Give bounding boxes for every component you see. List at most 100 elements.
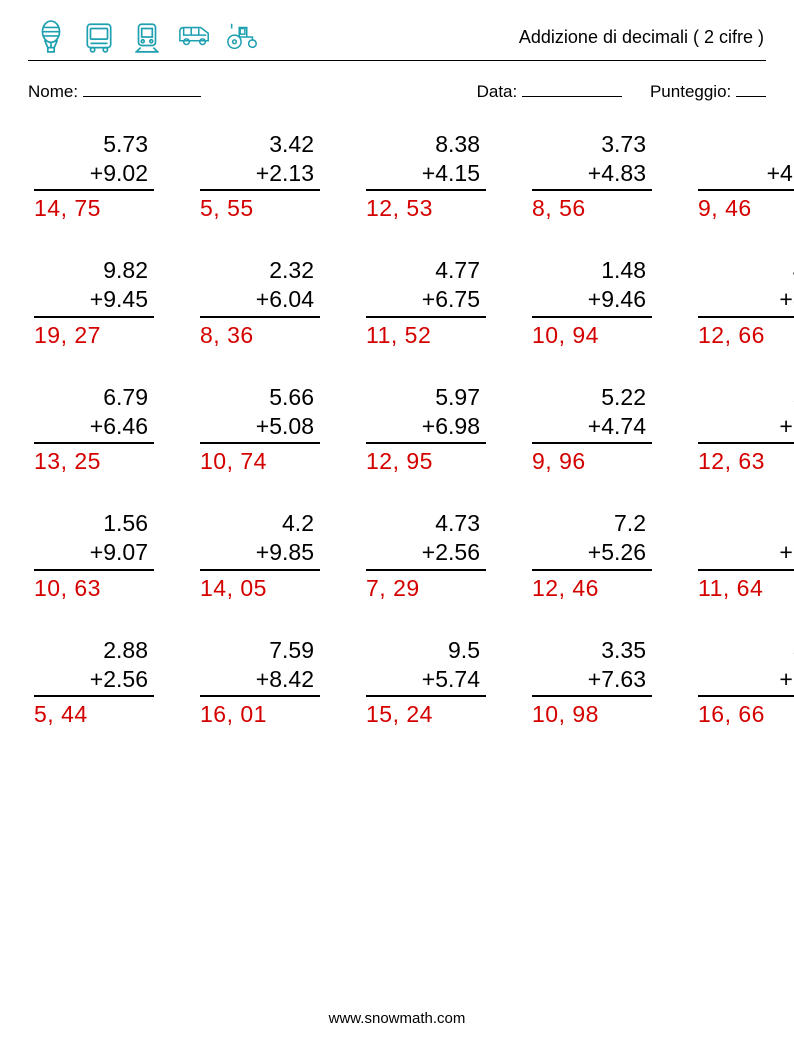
answer: 7, 29	[366, 575, 486, 602]
score-blank[interactable]	[736, 79, 766, 97]
operand-b: +9.85	[200, 538, 320, 571]
operand-a: 1.56	[34, 509, 154, 538]
problem: 2.32+6.04 8, 36	[200, 256, 320, 349]
problem: 7.2+5.26 12, 46	[532, 509, 652, 602]
header-rule	[28, 60, 766, 61]
operand-b: +6.	[698, 412, 794, 445]
problem: 6.79+6.4613, 25	[34, 383, 154, 476]
answer: 16, 01	[200, 701, 320, 728]
vehicle-icons	[28, 20, 260, 54]
operand-b: +5.08	[200, 412, 320, 445]
problem: 9.82+9.45 19, 27	[34, 256, 154, 349]
operand-b: +4.83	[532, 159, 652, 192]
date-label: Data:	[477, 82, 518, 101]
answer: 14, 75	[34, 195, 154, 222]
operand-a: 5.97	[366, 383, 486, 412]
problem: 9.5+5.74 15, 24	[366, 636, 486, 729]
operand-a: 8.	[698, 636, 794, 665]
answer: 10, 98	[532, 701, 652, 728]
problem: 5.22+4.749, 96	[532, 383, 652, 476]
answer: 15, 24	[366, 701, 486, 728]
operand-b: +9.46	[532, 285, 652, 318]
problem: 1.+9. 11, 64	[698, 509, 794, 602]
answer: 12, 66	[698, 322, 794, 349]
info-row: Nome: Data: Punteggio:	[28, 79, 766, 102]
answer: 9, 96	[532, 448, 652, 475]
name-field: Nome:	[28, 79, 201, 102]
operand-b: +8.	[698, 285, 794, 318]
operand-a: 7.59	[200, 636, 320, 665]
operand-b: +5.74	[366, 665, 486, 698]
operand-b: +2.56	[34, 665, 154, 698]
operand-b: +9.02	[34, 159, 154, 192]
operand-a: 1.	[698, 509, 794, 538]
operand-a: 4.77	[366, 256, 486, 285]
operand-a: 5.66	[200, 383, 320, 412]
footer-url: www.snowmath.com	[0, 1010, 794, 1027]
operand-a: 5	[698, 130, 794, 159]
operand-b: +6.75	[366, 285, 486, 318]
answer: 10, 74	[200, 448, 320, 475]
balloon-icon	[34, 20, 68, 54]
problems-grid: 5.73+9.0214, 753.42+2.135, 558.38+4.1512…	[28, 130, 766, 729]
answer: 5, 55	[200, 195, 320, 222]
operand-b: +5.26	[532, 538, 652, 571]
answer: 8, 56	[532, 195, 652, 222]
van-icon	[178, 20, 212, 54]
operand-a: 1.48	[532, 256, 652, 285]
worksheet-page: Addizione di decimali ( 2 cifre ) Nome: …	[0, 0, 794, 728]
operand-a: 4.2	[200, 509, 320, 538]
operand-a: 8.38	[366, 130, 486, 159]
problem: 1.48+9.46 10, 94	[532, 256, 652, 349]
problem: 5+4.49, 46	[698, 130, 794, 223]
bus-icon	[82, 20, 116, 54]
operand-a: 9.5	[366, 636, 486, 665]
score-label: Punteggio:	[650, 82, 731, 101]
answer: 11, 64	[698, 575, 794, 602]
operand-a: 4.	[698, 256, 794, 285]
operand-b: +6.98	[366, 412, 486, 445]
problem: 2.88+2.56 5, 44	[34, 636, 154, 729]
problem: 5.97+6.98 12, 95	[366, 383, 486, 476]
operand-b: +9.45	[34, 285, 154, 318]
operand-a: 3.73	[532, 130, 652, 159]
name-label: Nome:	[28, 82, 78, 101]
date-blank[interactable]	[522, 79, 622, 97]
operand-a: 9.82	[34, 256, 154, 285]
problem: 4.2+9.8514, 05	[200, 509, 320, 602]
operand-b: +4.4	[698, 159, 794, 192]
operand-b: +8.42	[200, 665, 320, 698]
operand-b: +9.	[698, 538, 794, 571]
operand-a: 5.73	[34, 130, 154, 159]
answer: 19, 27	[34, 322, 154, 349]
operand-b: +7.63	[532, 665, 652, 698]
answer: 16, 66	[698, 701, 794, 728]
operand-a: 2.32	[200, 256, 320, 285]
operand-a: 2.88	[34, 636, 154, 665]
operand-a: 7.2	[532, 509, 652, 538]
answer: 11, 52	[366, 322, 486, 349]
name-blank[interactable]	[83, 79, 201, 97]
date-field: Data:	[477, 79, 622, 102]
worksheet-title: Addizione di decimali ( 2 cifre )	[519, 27, 766, 48]
answer: 5, 44	[34, 701, 154, 728]
problem: 4.+8. 12, 66	[698, 256, 794, 349]
operand-b: +6.04	[200, 285, 320, 318]
answer: 12, 95	[366, 448, 486, 475]
operand-a: 4.73	[366, 509, 486, 538]
operand-b: +4.15	[366, 159, 486, 192]
problem: 4.73+2.56 7, 29	[366, 509, 486, 602]
tractor-icon	[226, 20, 260, 54]
answer: 8, 36	[200, 322, 320, 349]
tram-icon	[130, 20, 164, 54]
problem: 8.+7.16, 66	[698, 636, 794, 729]
problem: 8.38+4.15 12, 53	[366, 130, 486, 223]
operand-b: +2.56	[366, 538, 486, 571]
answer: 10, 94	[532, 322, 652, 349]
operand-b: +4.74	[532, 412, 652, 445]
answer: 12, 46	[532, 575, 652, 602]
answer: 12, 53	[366, 195, 486, 222]
operand-a: 5.	[698, 383, 794, 412]
problem: 4.77+6.75 11, 52	[366, 256, 486, 349]
problem: 5.+6.12, 63	[698, 383, 794, 476]
